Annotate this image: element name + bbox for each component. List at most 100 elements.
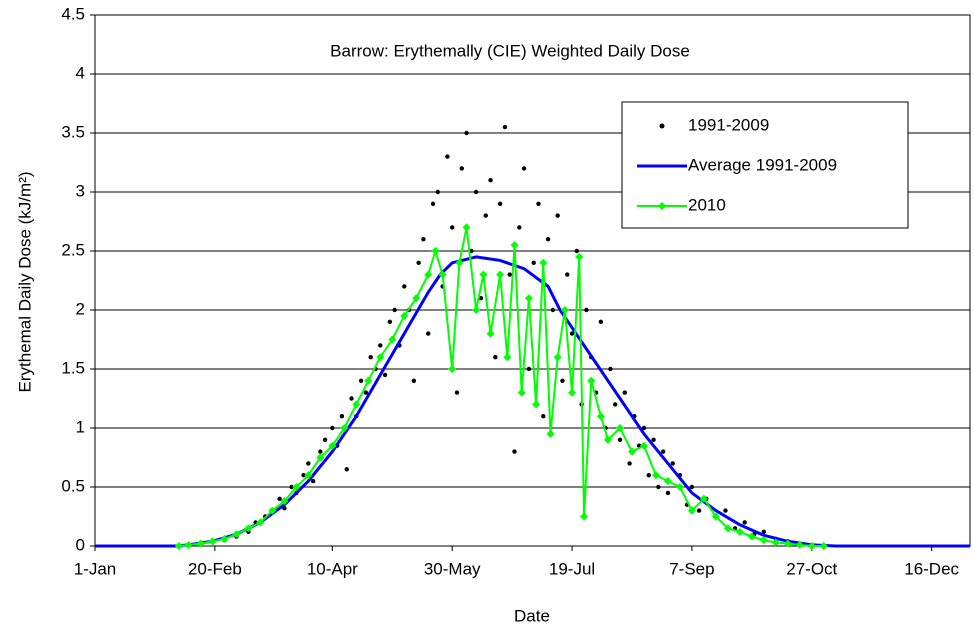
- data-marker: [735, 527, 744, 536]
- data-marker: [431, 247, 440, 255]
- data-point: [402, 284, 407, 289]
- data-marker: [510, 241, 519, 250]
- data-marker: [455, 258, 464, 267]
- data-point: [289, 484, 294, 490]
- data-point: [526, 366, 532, 372]
- data-point: [531, 260, 536, 265]
- data-point: [689, 484, 695, 490]
- data-point: [512, 449, 517, 454]
- y-tick-label: 4: [76, 63, 85, 82]
- data-point: [617, 437, 623, 442]
- data-point: [306, 461, 311, 466]
- data-marker: [627, 447, 636, 456]
- data-marker: [438, 270, 447, 279]
- data-marker: [316, 453, 325, 462]
- x-axis-title: Date: [514, 606, 550, 625]
- data-marker: [412, 294, 421, 303]
- y-tick-label: 1: [76, 417, 85, 436]
- data-point: [569, 331, 575, 336]
- data-point: [670, 461, 675, 466]
- legend-label: Average 1991-2009: [688, 155, 837, 174]
- data-point: [665, 490, 671, 496]
- y-axis-title: Erythemal Daily Dose (kJ/m²): [15, 171, 34, 392]
- data-point: [426, 331, 431, 336]
- y-tick-label: 2: [76, 299, 85, 318]
- data-point: [646, 473, 651, 478]
- data-marker: [639, 441, 648, 450]
- data-point: [382, 372, 388, 378]
- data-point: [318, 449, 323, 454]
- data-point: [339, 414, 345, 419]
- data-marker: [174, 542, 183, 550]
- data-point: [430, 201, 436, 206]
- data-line: [95, 255, 970, 548]
- data-marker: [232, 530, 241, 539]
- x-tick-label: 20-Feb: [188, 559, 242, 578]
- legend-marker: [659, 123, 665, 129]
- data-marker: [376, 353, 385, 362]
- y-tick-label: 3: [76, 181, 85, 200]
- data-point: [378, 343, 383, 348]
- y-tick-label: 3.5: [61, 122, 85, 141]
- data-point: [363, 390, 369, 395]
- data-point: [696, 508, 702, 513]
- x-tick-label: 19-Jul: [549, 559, 595, 578]
- data-point: [560, 378, 565, 383]
- legend-marker: [658, 202, 666, 210]
- data-marker: [532, 400, 541, 409]
- y-tick-label: 4.5: [61, 4, 85, 23]
- data-point: [574, 248, 580, 254]
- data-point: [464, 130, 469, 136]
- data-marker: [675, 483, 684, 491]
- data-marker: [560, 306, 569, 314]
- data-point: [608, 366, 613, 372]
- legend-label: 2010: [688, 195, 726, 214]
- y-tick-label: 1.5: [61, 358, 85, 377]
- data-point: [478, 296, 484, 301]
- data-marker: [699, 494, 708, 503]
- x-tick-label: 16-Dec: [904, 559, 959, 578]
- x-tick-label: 1-Jan: [74, 559, 117, 578]
- data-point: [656, 484, 661, 490]
- data-marker: [723, 524, 732, 533]
- data-marker: [328, 441, 337, 450]
- data-marker: [546, 429, 555, 438]
- data-marker: [280, 497, 289, 506]
- data-point: [349, 396, 354, 401]
- data-point: [387, 319, 393, 324]
- data-point: [310, 478, 316, 484]
- data-marker: [580, 512, 589, 521]
- data-marker: [256, 518, 265, 527]
- data-point: [742, 520, 747, 525]
- data-marker: [388, 335, 397, 344]
- data-marker: [424, 270, 433, 279]
- data-marker: [304, 471, 313, 480]
- data-marker: [184, 540, 193, 549]
- data-point: [368, 355, 373, 360]
- data-point: [416, 260, 421, 265]
- plot-frame: [94, 14, 971, 547]
- data-marker: [364, 376, 373, 385]
- data-point: [435, 189, 441, 195]
- data-point: [517, 225, 522, 230]
- data-point: [493, 355, 498, 360]
- data-marker: [783, 539, 792, 548]
- data-marker: [503, 353, 512, 362]
- y-tick-label: 2.5: [61, 240, 85, 259]
- data-marker: [517, 388, 526, 397]
- data-point: [660, 449, 666, 454]
- x-tick-label: 27-Oct: [786, 559, 837, 578]
- data-point: [565, 272, 570, 277]
- data-marker: [575, 252, 584, 261]
- data-marker: [472, 306, 481, 314]
- data-point: [502, 124, 508, 130]
- data-point: [358, 378, 364, 383]
- data-marker: [340, 424, 349, 432]
- data-point: [277, 496, 282, 501]
- data-marker: [244, 524, 253, 533]
- data-point: [473, 189, 479, 195]
- x-tick-label: 10-Apr: [307, 559, 358, 578]
- data-marker: [400, 311, 409, 320]
- data-point: [641, 425, 647, 431]
